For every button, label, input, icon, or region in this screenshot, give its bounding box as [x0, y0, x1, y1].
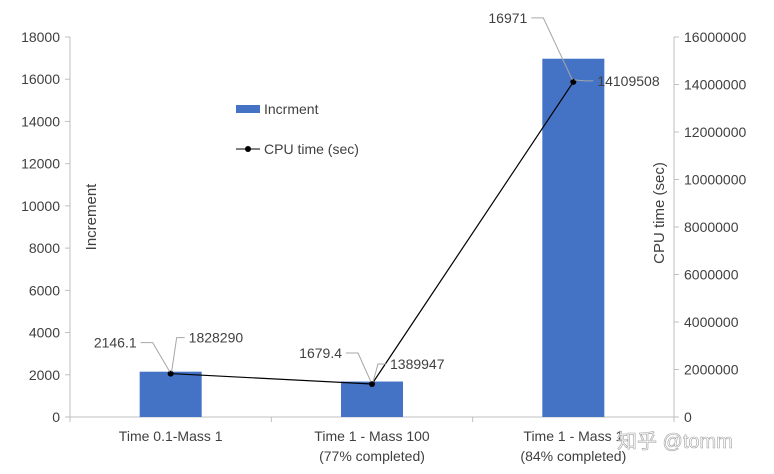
category-label: Time 1 - Mass 1	[523, 428, 623, 444]
y2-tick-label: 4000000	[684, 314, 739, 330]
data-labels: 2146.1 1828290 1679.4 1389947 16971 14109508	[94, 10, 660, 383]
leader-line	[346, 352, 372, 383]
y2-tick-label: 6000000	[684, 267, 739, 283]
y-tick-label: 8000	[29, 240, 60, 256]
bar-value-label: 16971	[488, 10, 527, 26]
bar-value-label: 2146.1	[94, 335, 137, 351]
y-tick-label: 0	[52, 409, 60, 425]
cpu-time-point	[167, 370, 174, 377]
y2-tick-label: 2000000	[684, 362, 739, 378]
bar-value-label: 1679.4	[299, 345, 342, 361]
y-tick-label: 6000	[29, 282, 60, 298]
line-value-label: 1828290	[189, 330, 244, 346]
watermark: 知乎 @tomm	[617, 430, 733, 453]
legend: Incrment CPU time (sec)	[236, 101, 359, 157]
legend-bar-label: Incrment	[264, 101, 319, 117]
y-tick-label: 16000	[21, 71, 60, 87]
y2-tick-label: 8000000	[684, 219, 739, 235]
bar	[341, 381, 403, 417]
bar	[542, 58, 605, 418]
category-labels: Time 0.1-Mass 1 Time 1 - Mass 100 (77% com…	[119, 428, 626, 464]
legend-bar-swatch	[236, 105, 260, 113]
line-value-label: 1389947	[390, 356, 445, 372]
leader-line	[531, 17, 573, 81]
cpu-time-point	[369, 380, 375, 387]
bar-series	[139, 58, 605, 418]
y2-axis-title: CPU time (sec)	[651, 162, 668, 264]
category-label: Time 1 - Mass 100	[314, 428, 430, 444]
y-tick-label: 10000	[21, 198, 60, 214]
y-axis-title: Increment	[83, 183, 100, 251]
y2-tick-label: 14000000	[684, 77, 747, 93]
y-tick-label: 14000	[21, 113, 60, 129]
category-label: (84% completed)	[520, 448, 626, 464]
category-label: Time 0.1-Mass 1	[119, 428, 223, 444]
leader-line	[171, 337, 185, 372]
legend-line-label: CPU time (sec)	[264, 141, 359, 157]
y2-tick-label: 0	[684, 409, 692, 425]
y-tick-label: 2000	[29, 367, 60, 383]
y2-tick-label: 16000000	[684, 29, 747, 45]
axes: 0 2000 4000 6000 8000 10000 12000 14000 16000 180…	[21, 29, 746, 425]
y-tick-label: 4000	[29, 325, 60, 341]
y2-tick-label: 10000000	[684, 172, 747, 188]
category-label: (77% completed)	[319, 448, 425, 464]
leader-line	[140, 342, 171, 372]
leader-line	[372, 363, 386, 383]
bar	[139, 371, 202, 417]
legend-line-marker	[245, 146, 251, 152]
y-tick-label: 12000	[21, 156, 60, 172]
y2-tick-label: 12000000	[684, 124, 747, 140]
line-value-label: 14109508	[597, 73, 660, 89]
leader-line	[574, 79, 594, 82]
y-tick-label: 18000	[21, 29, 60, 45]
